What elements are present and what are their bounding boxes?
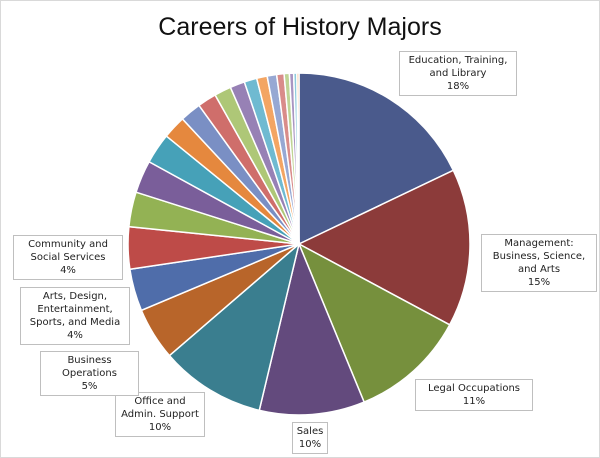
chart-title: Careers of History Majors [158,13,442,41]
pie-slice-education-training-and-library [298,72,455,246]
label-value: 15% [527,277,551,288]
pie-slice-23 [296,72,300,245]
label-arts: Arts, Design, Entertainment, Sports, and… [20,287,130,345]
pie-slice-legal-occupations [297,242,451,404]
label-legal: Legal Occupations 11% [415,379,533,411]
label-management: Management: Business, Science, and Arts … [481,234,597,292]
label-name: Sales [296,426,324,437]
label-business-operations: Business Operations 5% [40,351,139,396]
pie-slice-sales [258,241,366,416]
label-value: 4% [60,265,76,276]
label-name: Community and Social Services [28,239,108,263]
label-value: 4% [67,330,83,341]
label-community: Community and Social Services 4% [13,235,123,280]
pie-slice-management-business-science-and-arts [297,169,471,326]
label-name: Arts, Design, Entertainment, Sports, and… [29,291,121,328]
label-name: Education, Training, and Library [408,55,508,79]
label-education: Education, Training, and Library 18% [399,51,517,96]
label-name: Office and Admin. Support [121,396,199,420]
label-value: 11% [462,396,486,407]
label-office: Office and Admin. Support 10% [115,392,205,437]
label-value: 18% [446,81,470,92]
label-value: 10% [148,422,172,433]
label-sales: Sales 10% [292,422,328,454]
label-name: Management: Business, Science, and Arts [492,238,586,275]
label-value: 5% [81,381,98,392]
label-value: 10% [298,439,322,450]
pie-slice-office-and-admin-support [168,241,301,412]
label-name: Business Operations [62,355,117,379]
label-name: Legal Occupations [427,383,521,394]
